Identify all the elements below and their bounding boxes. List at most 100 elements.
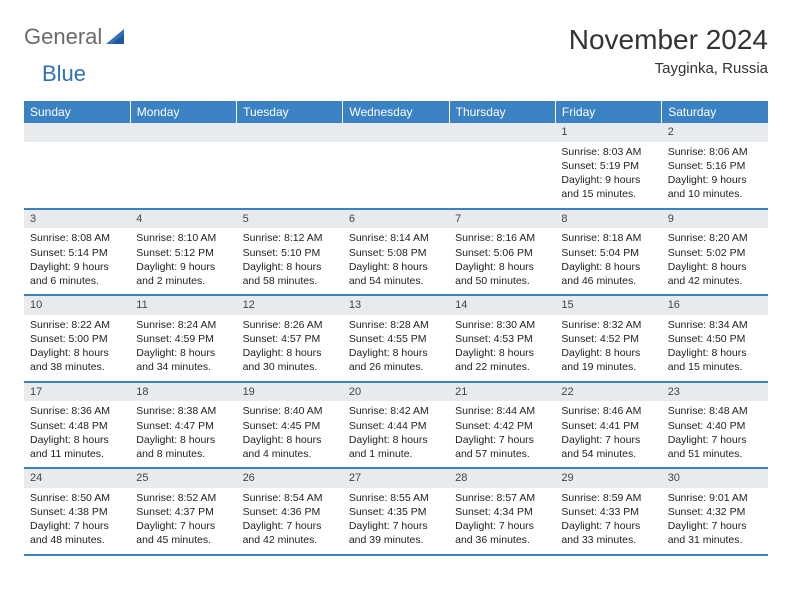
day-details: Sunrise: 8:26 AMSunset: 4:57 PMDaylight:…: [237, 315, 343, 381]
sunrise-text: Sunrise: 8:46 AM: [561, 404, 655, 418]
day-number: 24: [24, 469, 130, 488]
daylight-text: Daylight: 8 hours and 4 minutes.: [243, 433, 337, 461]
logo-text-blue: Blue: [42, 61, 86, 86]
calendar-week-row: 3 Sunrise: 8:08 AMSunset: 5:14 PM Daylight…: [24, 209, 768, 296]
day-number: 18: [130, 383, 236, 402]
daylight-text: Daylight: 7 hours and 48 minutes.: [30, 519, 124, 547]
day-details: Sunrise: 8:34 AMSunset: 4:50 PMDaylight:…: [662, 315, 768, 381]
daylight-text: Daylight: 8 hours and 50 minutes.: [455, 260, 549, 288]
calendar-day-cell: 29 Sunrise: 8:59 AMSunset: 4:33 PMDayligh…: [555, 468, 661, 555]
day-number: 7: [449, 210, 555, 229]
day-number: 13: [343, 296, 449, 315]
sunset-text: Sunset: 4:35 PM: [349, 505, 443, 519]
sunrise-text: Sunrise: 8:38 AM: [136, 404, 230, 418]
day-details: Sunrise: 8:16 AMSunset: 5:06 PMDaylight:…: [449, 228, 555, 294]
day-number: 25: [130, 469, 236, 488]
sunrise-text: Sunrise: 8:42 AM: [349, 404, 443, 418]
day-details: Sunrise: 8:46 AMSunset: 4:41 PMDaylight:…: [555, 401, 661, 467]
weekday-header: Tuesday: [237, 101, 343, 123]
day-number: 29: [555, 469, 661, 488]
calendar-day-cell: 14Sunrise: 8:30 AMSunset: 4:53 PMDayligh…: [449, 295, 555, 382]
day-empty: [24, 142, 130, 204]
daylight-text: Daylight: 7 hours and 33 minutes.: [561, 519, 655, 547]
sunrise-text: Sunrise: 8:32 AM: [561, 318, 655, 332]
calendar-table: SundayMondayTuesdayWednesdayThursdayFrid…: [24, 101, 768, 556]
calendar-day-cell: 17Sunrise: 8:36 AMSunset: 4:48 PMDayligh…: [24, 382, 130, 469]
day-details: Sunrise: 8:57 AMSunset: 4:34 PMDaylight:…: [449, 488, 555, 554]
calendar-day-cell: 2Sunrise: 8:06 AMSunset: 5:16 PMDaylight…: [662, 123, 768, 209]
sunset-text: Sunset: 4:50 PM: [668, 332, 762, 346]
sunset-text: Sunset: 5:12 PM: [136, 246, 230, 260]
sunrise-text: Sunrise: 8:50 AM: [30, 491, 124, 505]
sunset-text: Sunset: 4:33 PM: [561, 505, 655, 519]
day-details: Sunrise: 8:52 AMSunset: 4:37 PMDaylight:…: [130, 488, 236, 554]
sunset-text: Sunset: 4:36 PM: [243, 505, 337, 519]
sunset-text: Sunset: 5:04 PM: [561, 246, 655, 260]
sunset-text: Sunset: 5:10 PM: [243, 246, 337, 260]
sunrise-text: Sunrise: 8:34 AM: [668, 318, 762, 332]
sunrise-text: Sunrise: 8:55 AM: [349, 491, 443, 505]
daylight-text: Daylight: 9 hours and 15 minutes.: [561, 173, 655, 201]
daylight-text: Daylight: 7 hours and 36 minutes.: [455, 519, 549, 547]
daylight-text: Daylight: 7 hours and 54 minutes.: [561, 433, 655, 461]
day-details: Sunrise: 8:22 AMSunset: 5:00 PMDaylight:…: [24, 315, 130, 381]
day-number: 9: [662, 210, 768, 229]
sunset-text: Sunset: 5:14 PM: [30, 246, 124, 260]
sunset-text: Sunset: 4:34 PM: [455, 505, 549, 519]
sunrise-text: Sunrise: 8:14 AM: [349, 231, 443, 245]
calendar-page: General November 2024 Tayginka, Russia B…: [0, 0, 792, 556]
day-details: Sunrise: 8:18 AMSunset: 5:04 PMDaylight:…: [555, 228, 661, 294]
day-details: Sunrise: 8:48 AMSunset: 4:40 PMDaylight:…: [662, 401, 768, 467]
calendar-day-cell: 9Sunrise: 8:20 AMSunset: 5:02 PMDaylight…: [662, 209, 768, 296]
day-empty: [130, 142, 236, 204]
sunset-text: Sunset: 4:42 PM: [455, 419, 549, 433]
day-number-empty: [343, 123, 449, 142]
sunrise-text: Sunrise: 8:48 AM: [668, 404, 762, 418]
sunset-text: Sunset: 4:45 PM: [243, 419, 337, 433]
day-number: 17: [24, 383, 130, 402]
sunset-text: Sunset: 4:52 PM: [561, 332, 655, 346]
calendar-day-cell: [449, 123, 555, 209]
sunset-text: Sunset: 4:48 PM: [30, 419, 124, 433]
calendar-day-cell: 12Sunrise: 8:26 AMSunset: 4:57 PMDayligh…: [237, 295, 343, 382]
calendar-week-row: 17Sunrise: 8:36 AMSunset: 4:48 PMDayligh…: [24, 382, 768, 469]
day-number: 12: [237, 296, 343, 315]
sunset-text: Sunset: 5:00 PM: [30, 332, 124, 346]
sunset-text: Sunset: 4:55 PM: [349, 332, 443, 346]
daylight-text: Daylight: 7 hours and 31 minutes.: [668, 519, 762, 547]
day-number: 2: [662, 123, 768, 142]
calendar-week-row: 1Sunrise: 8:03 AMSunset: 5:19 PMDaylight…: [24, 123, 768, 209]
daylight-text: Daylight: 8 hours and 42 minutes.: [668, 260, 762, 288]
sunrise-text: Sunrise: 8:22 AM: [30, 318, 124, 332]
day-details: Sunrise: 8:24 AMSunset: 4:59 PMDaylight:…: [130, 315, 236, 381]
calendar-day-cell: 30Sunrise: 9:01 AMSunset: 4:32 PMDayligh…: [662, 468, 768, 555]
calendar-day-cell: 27Sunrise: 8:55 AMSunset: 4:35 PMDayligh…: [343, 468, 449, 555]
daylight-text: Daylight: 7 hours and 42 minutes.: [243, 519, 337, 547]
weekday-header: Wednesday: [343, 101, 449, 123]
sunset-text: Sunset: 4:59 PM: [136, 332, 230, 346]
day-details: Sunrise: 8:20 AMSunset: 5:02 PMDaylight:…: [662, 228, 768, 294]
day-number: 14: [449, 296, 555, 315]
logo-text-general: General: [24, 24, 102, 50]
calendar-day-cell: [237, 123, 343, 209]
daylight-text: Daylight: 8 hours and 11 minutes.: [30, 433, 124, 461]
calendar-day-cell: 15Sunrise: 8:32 AMSunset: 4:52 PMDayligh…: [555, 295, 661, 382]
sunrise-text: Sunrise: 8:18 AM: [561, 231, 655, 245]
day-number: 11: [130, 296, 236, 315]
day-details: Sunrise: 8:12 AMSunset: 5:10 PMDaylight:…: [237, 228, 343, 294]
page-title: November 2024: [569, 24, 768, 56]
sunrise-text: Sunrise: 8:28 AM: [349, 318, 443, 332]
day-number: 3: [24, 210, 130, 229]
calendar-day-cell: 16Sunrise: 8:34 AMSunset: 4:50 PMDayligh…: [662, 295, 768, 382]
sunset-text: Sunset: 4:53 PM: [455, 332, 549, 346]
calendar-day-cell: 18Sunrise: 8:38 AMSunset: 4:47 PMDayligh…: [130, 382, 236, 469]
day-details: Sunrise: 8:38 AMSunset: 4:47 PMDaylight:…: [130, 401, 236, 467]
sunrise-text: Sunrise: 8:59 AM: [561, 491, 655, 505]
sunset-text: Sunset: 4:41 PM: [561, 419, 655, 433]
day-number: 4: [130, 210, 236, 229]
daylight-text: Daylight: 7 hours and 57 minutes.: [455, 433, 549, 461]
daylight-text: Daylight: 7 hours and 45 minutes.: [136, 519, 230, 547]
sunrise-text: Sunrise: 8:08 AM: [30, 231, 124, 245]
daylight-text: Daylight: 8 hours and 19 minutes.: [561, 346, 655, 374]
day-number: 20: [343, 383, 449, 402]
